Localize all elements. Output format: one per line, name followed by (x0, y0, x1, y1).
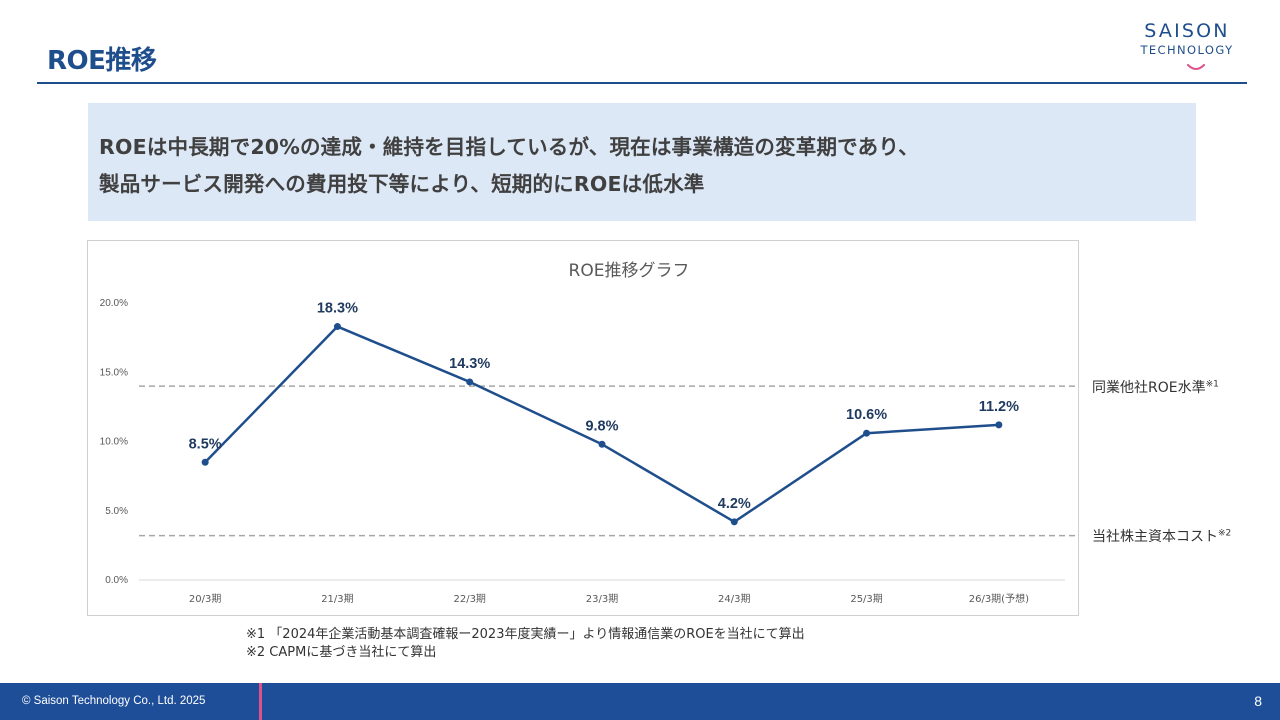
ref-label-peer-roe: 同業他社ROE水準※1 (1092, 377, 1219, 397)
title-divider (37, 82, 1247, 84)
data-label: 11.2% (979, 399, 1019, 415)
x-tick-label: 26/3期(予想) (969, 592, 1029, 605)
x-tick-label: 21/3期 (321, 593, 353, 605)
footnote-2: ※2 CAPMに基づき当社にて算出 (246, 645, 437, 660)
data-label: 8.5% (189, 436, 222, 452)
data-point (730, 518, 738, 526)
data-point (995, 421, 1003, 429)
chart-title: ROE推移グラフ (569, 261, 690, 281)
footer-copyright: © Saison Technology Co., Ltd. 2025 (22, 695, 206, 707)
ref-label-cost-of-equity-text: 当社株主資本コスト (1092, 529, 1218, 545)
chart-frame: ROE推移グラフ 0.0% 5.0% 10.0% 15.0% 20.0% 20/3期 21/3… (87, 240, 1079, 616)
roe-line-chart: ROE推移グラフ 0.0% 5.0% 10.0% 15.0% 20.0% 20/3期 21/3… (100, 261, 1078, 605)
y-tick-label: 0.0% (105, 575, 128, 586)
data-label: 10.6% (846, 407, 887, 423)
data-point (598, 440, 606, 448)
page-title: ROE推移 (47, 46, 157, 76)
footer-bar: © Saison Technology Co., Ltd. 2025 8 (0, 683, 1280, 720)
ref-label-cost-of-equity-note: ※2 (1218, 528, 1232, 539)
data-point (201, 458, 209, 466)
data-point (863, 429, 871, 437)
x-tick-label: 23/3期 (586, 593, 618, 605)
y-tick-label: 5.0% (105, 506, 128, 517)
data-point (333, 323, 341, 331)
x-tick-label: 24/3期 (718, 593, 750, 605)
y-tick-label: 15.0% (100, 367, 128, 378)
company-logo: SAISON TECHNOLOGY (1128, 20, 1246, 72)
x-tick-label: 20/3期 (189, 593, 221, 605)
logo-wordmark-top: SAISON (1144, 20, 1230, 42)
x-tick-label: 22/3期 (453, 593, 485, 605)
summary-line-2: 製品サービス開発への費用投下等により、短期的にROEは低水準 (99, 172, 705, 196)
ref-label-peer-roe-text: 同業他社ROE水準 (1092, 380, 1206, 396)
data-point (466, 378, 474, 386)
x-tick-label: 25/3期 (850, 593, 882, 605)
logo-smile-icon (1187, 64, 1205, 70)
logo-wordmark-bottom: TECHNOLOGY (1140, 43, 1234, 57)
y-tick-label: 10.0% (100, 437, 128, 448)
y-tick-label: 20.0% (100, 298, 128, 309)
data-label: 4.2% (718, 496, 751, 512)
footer-accent-divider (259, 683, 262, 720)
summary-box: ROEは中長期で20%の達成・維持を目指しているが、現在は事業構造の変革期であり… (88, 103, 1196, 221)
summary-line-1: ROEは中長期で20%の達成・維持を目指しているが、現在は事業構造の変革期であり… (99, 135, 919, 159)
page-number: 8 (1254, 693, 1262, 709)
data-label: 9.8% (585, 418, 618, 434)
footnotes: ※1 「2024年企業活動基本調査確報ー2023年度実績ー」より情報通信業のRO… (246, 626, 805, 662)
footnote-1: ※1 「2024年企業活動基本調査確報ー2023年度実績ー」より情報通信業のRO… (246, 627, 805, 642)
ref-label-peer-roe-note: ※1 (1205, 379, 1219, 390)
data-label: 18.3% (317, 301, 358, 317)
data-label: 14.3% (449, 356, 490, 372)
ref-label-cost-of-equity: 当社株主資本コスト※2 (1092, 526, 1231, 546)
